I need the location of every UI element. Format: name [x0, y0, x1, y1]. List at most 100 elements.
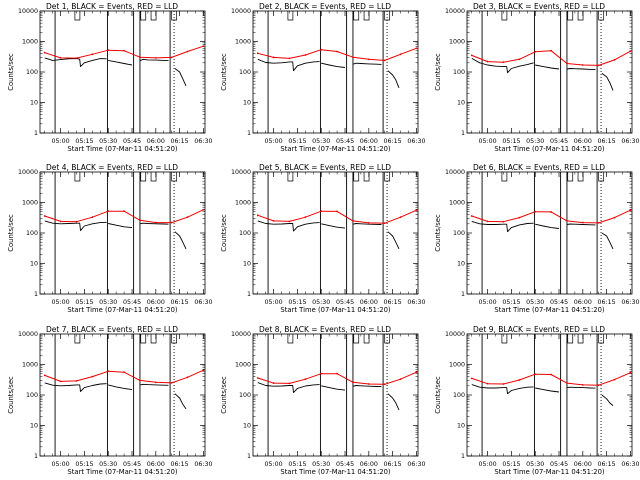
x-tick-label: 05:15 [288, 299, 306, 306]
flag-marker [171, 11, 178, 21]
x-tick-label: 05:30 [526, 299, 544, 306]
lld-data-point [486, 220, 489, 223]
lld-data-point [91, 375, 94, 378]
lld-data-point [43, 215, 46, 217]
lld-data-point [107, 49, 110, 52]
lld-data-point [534, 210, 537, 213]
x-tick-label: 06:00 [360, 461, 378, 468]
lld-data-point [415, 209, 418, 212]
lld-data-point [629, 50, 632, 53]
lld-data-point [154, 56, 157, 59]
x-tick-label: 05:30 [312, 299, 330, 306]
lld-data-point [256, 377, 259, 379]
flag-marker [363, 334, 370, 344]
lld-data-point [566, 382, 568, 385]
events-series-line [566, 223, 596, 226]
lld-data-point [75, 379, 78, 382]
events-series-line [387, 393, 400, 411]
events-series-line [44, 382, 107, 392]
events-series-line [108, 223, 133, 229]
y-tick-label: 1000 [449, 200, 465, 207]
events-series-line [352, 62, 382, 65]
lld-data-point [288, 57, 291, 60]
plot-frame [466, 171, 633, 295]
y-tick-label: 10000 [18, 169, 38, 176]
x-tick-label: 06:00 [147, 299, 165, 306]
events-series-line [108, 59, 133, 66]
x-tick-label: 05:45 [550, 299, 568, 306]
lld-data-point [367, 58, 370, 61]
lld-data-point [272, 56, 275, 59]
x-tick-label: 05:15 [288, 461, 306, 468]
panel-title: Det 8, BLACK = Events, RED = LLD [259, 325, 391, 334]
x-tick-label: 05:30 [99, 461, 117, 468]
lld-data-point [352, 381, 354, 384]
lld-data-point [186, 376, 189, 379]
lld-data-point [597, 221, 600, 224]
flag-marker [567, 334, 574, 344]
lld-data-point [123, 210, 125, 213]
x-tick-label: 05:30 [312, 138, 330, 145]
x-tick-label: 06:30 [194, 461, 212, 468]
x-tick-label: 05:00 [479, 138, 497, 145]
x-tick-label: 06:00 [147, 461, 165, 468]
flag-marker [598, 334, 605, 344]
flag-marker [384, 334, 391, 344]
lld-data-point [202, 45, 205, 48]
flag-marker [567, 11, 574, 21]
lld-data-point [352, 219, 354, 222]
lld-data-point [613, 58, 616, 61]
flag-marker [567, 172, 574, 182]
events-series-line [321, 385, 346, 391]
y-tick-label: 1000 [235, 200, 251, 207]
lld-data-point [256, 52, 259, 55]
flag-marker [598, 172, 605, 182]
lld-data-point [304, 54, 307, 56]
y-axis-label: Counts/sec [220, 53, 228, 91]
lld-data-point [123, 371, 125, 374]
events-series-line [471, 220, 534, 233]
lld-data-point [123, 49, 125, 52]
lld-data-point [91, 216, 94, 219]
events-series-line [387, 70, 400, 89]
detector-panel-5: Det 5, BLACK = Events, RED = LLD 1 10 100 10… [220, 163, 425, 314]
x-tick-label: 06:30 [621, 138, 639, 145]
detector-panel-4: Det 4, BLACK = Events, RED = LLD 1 10 100 10… [7, 163, 212, 314]
detector-panel-6: Det 6, BLACK = Events, RED = LLD 1 10 100 10… [434, 163, 639, 314]
y-axis-label: Counts/sec [7, 214, 15, 252]
flag-marker [501, 172, 508, 182]
lld-data-point [534, 373, 537, 376]
y-tick-label: 100 [453, 392, 465, 399]
x-tick-label: 06:00 [574, 299, 592, 306]
lld-data-point [272, 219, 275, 222]
y-tick-label: 1000 [449, 362, 465, 369]
events-series-line [321, 223, 346, 229]
y-tick-label: 10 [243, 100, 251, 107]
lld-data-point [367, 383, 370, 385]
lld-data-point [186, 216, 189, 219]
flag-marker [577, 334, 584, 344]
flag-marker [287, 11, 294, 21]
y-tick-label: 10000 [18, 8, 38, 15]
y-tick-label: 10 [30, 100, 38, 107]
x-tick-label: 05:30 [526, 138, 544, 145]
flag-marker [171, 172, 178, 182]
y-axis-label: Counts/sec [434, 376, 442, 414]
x-axis-label: Start Time (07-Mar-11 04:51:20) [280, 468, 390, 476]
lld-data-point [597, 64, 600, 67]
lld-data-point [581, 383, 584, 386]
lld-data-point [59, 380, 62, 383]
y-axis-label: Counts/sec [7, 53, 15, 91]
y-tick-label: 1 [34, 291, 38, 298]
flag-marker [363, 172, 370, 182]
lld-data-point [170, 381, 173, 384]
y-tick-label: 100 [26, 392, 38, 399]
events-series-line [321, 62, 346, 68]
events-series-line [174, 393, 187, 410]
y-tick-label: 100 [453, 69, 465, 76]
events-series-line [257, 220, 320, 232]
x-axis-label: Start Time (07-Mar-11 04:51:20) [494, 468, 604, 476]
events-series-line [108, 384, 133, 391]
x-tick-label: 05:15 [502, 138, 520, 145]
flag-marker [150, 172, 157, 182]
